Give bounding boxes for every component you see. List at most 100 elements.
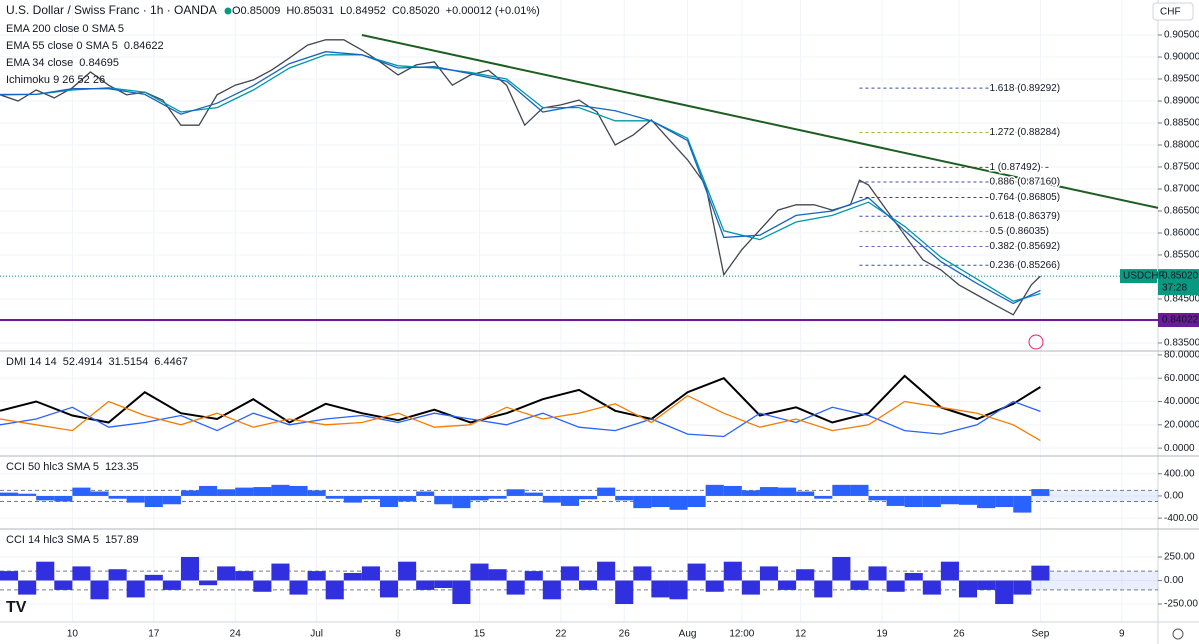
histogram-bar: [524, 492, 543, 496]
histogram-bar: [1031, 489, 1050, 496]
indicator-label: EMA 200 close 0 SMA 5: [6, 23, 124, 35]
histogram-bar: [361, 495, 380, 500]
series-line: [0, 374, 1041, 424]
histogram-bar: [778, 487, 797, 496]
y-tick-label: 0.00: [1164, 491, 1184, 502]
support-label: 0.84022: [1162, 315, 1199, 326]
y-tick-label: 20.0000: [1164, 419, 1199, 430]
histogram-bar: [832, 484, 851, 496]
histogram-bar: [36, 561, 55, 581]
series-line: [0, 400, 1041, 438]
histogram-bar: [162, 495, 181, 505]
histogram-bar: [687, 563, 706, 581]
y-tick-label: 0.89500: [1164, 74, 1199, 85]
histogram-bar: [922, 495, 941, 508]
symbol-badge: [1120, 269, 1157, 284]
histogram-bar: [235, 571, 254, 581]
histogram-bar: [1031, 565, 1050, 581]
x-tick-label: 12:00: [729, 629, 754, 640]
legend-value: 6.4467: [154, 356, 188, 368]
histogram-bar: [199, 580, 218, 586]
histogram-bar: [398, 495, 417, 502]
currency-box[interactable]: [1152, 2, 1194, 21]
histogram-bar: [741, 490, 760, 496]
legend-value: 31.5154: [109, 356, 149, 368]
y-tick-label: -250.00: [1164, 599, 1198, 610]
histogram-bar: [687, 495, 706, 508]
market-status: [224, 7, 232, 15]
x-tick-label: 26: [953, 629, 965, 640]
countdown: 37:28: [1162, 283, 1187, 294]
ohlc-value: C0.85020: [392, 5, 440, 17]
x-tick-label: Sep: [1031, 629, 1049, 640]
y-tick-label: 0.89000: [1164, 96, 1199, 107]
histogram-bar: [162, 580, 181, 590]
y-tick-label: 60.0000: [1164, 373, 1199, 384]
settings-icon[interactable]: [1172, 628, 1184, 640]
histogram-bar: [54, 495, 73, 502]
histogram-bar: [180, 490, 200, 496]
histogram-bar: [1013, 495, 1032, 513]
histogram-bar: [54, 580, 73, 590]
indicator-label: Ichimoku 9 26 52 26: [6, 74, 105, 86]
histogram-bar: [379, 580, 399, 598]
series-line: [0, 394, 1041, 442]
fib-label: 0.236 (0.85266): [989, 260, 1060, 271]
y-tick-label: 0.84500: [1164, 294, 1199, 305]
fib-label: 1.272 (0.88284): [989, 127, 1060, 138]
ohlc-value: O0.85009: [232, 5, 280, 17]
histogram-bar: [325, 495, 344, 499]
histogram-bar: [271, 563, 290, 581]
histogram-bar: [488, 495, 507, 499]
histogram-bar: [18, 493, 37, 496]
histogram-bar: [868, 495, 887, 501]
histogram-bar: [126, 580, 145, 598]
histogram-bar: [850, 580, 869, 590]
histogram-bar: [0, 571, 19, 581]
y-tick-label: 0.0000: [1164, 443, 1195, 454]
histogram-bar: [452, 495, 471, 509]
histogram-bar: [814, 580, 833, 598]
histogram-bar: [958, 580, 978, 598]
fib-label: 0.886 (0.87160): [989, 177, 1060, 188]
event-icon[interactable]: [1028, 334, 1044, 350]
series-line: [0, 39, 1041, 316]
histogram-bar: [506, 489, 525, 496]
histogram-bar: [633, 495, 652, 509]
histogram-bar: [796, 491, 815, 496]
symbol-label: USDCHF: [1123, 271, 1165, 282]
y-tick-label: -400.00: [1164, 513, 1198, 524]
histogram-bar: [18, 580, 37, 595]
histogram-bar: [307, 571, 326, 581]
pane-title: CCI 50 hlc3 SMA 5: [6, 461, 99, 473]
histogram-bar: [542, 495, 561, 503]
fib-label: 1 (0.87492): [989, 162, 1040, 173]
histogram-bar: [289, 485, 308, 496]
histogram-bar: [741, 580, 760, 595]
histogram-bar: [597, 487, 616, 496]
y-tick-label: 0.88000: [1164, 140, 1199, 151]
symbol-title: U.S. Dollar / Swiss Franc · 1h · OANDA: [6, 3, 217, 17]
histogram-bar: [144, 574, 163, 581]
histogram-bar: [669, 495, 688, 510]
y-tick-label: 0.88500: [1164, 118, 1199, 129]
histogram-bar: [814, 495, 833, 499]
logo: TV: [6, 599, 27, 616]
histogram-bar: [723, 561, 742, 581]
histogram-bar: [217, 566, 236, 581]
histogram-bar: [235, 487, 254, 496]
histogram-bar: [1013, 580, 1032, 595]
band-fill: [1031, 490, 1158, 502]
histogram-bar: [759, 487, 779, 496]
histogram-bar: [398, 561, 417, 581]
histogram-bar: [560, 566, 579, 581]
histogram-bar: [904, 572, 923, 581]
support-badge: [1158, 312, 1199, 327]
legend-value: 157.89: [105, 534, 139, 546]
y-tick-label: 0.00: [1164, 575, 1184, 586]
x-tick-label: 15: [474, 629, 486, 640]
histogram-bar: [723, 485, 742, 496]
last-price-badge: [1158, 269, 1199, 296]
histogram-bar: [470, 563, 489, 581]
